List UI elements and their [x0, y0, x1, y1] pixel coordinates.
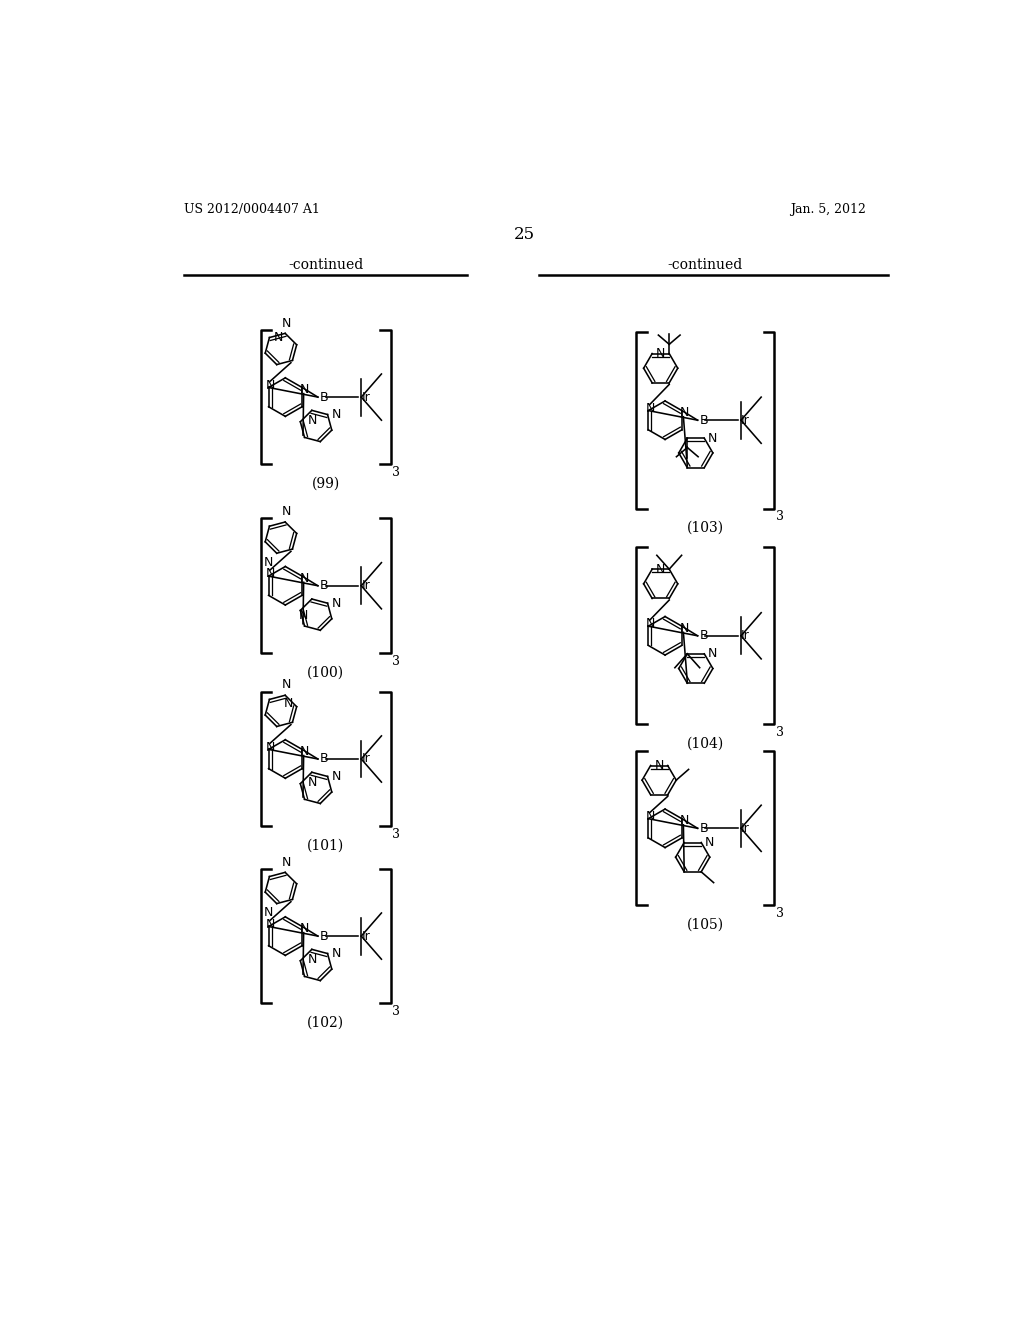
Text: (104): (104) — [687, 737, 724, 751]
Text: N: N — [308, 776, 317, 789]
Text: N: N — [656, 562, 666, 576]
Text: N: N — [646, 810, 655, 822]
Text: N: N — [654, 759, 664, 772]
Text: N: N — [285, 697, 294, 710]
Text: (100): (100) — [307, 665, 344, 680]
Text: Ir: Ir — [741, 630, 750, 643]
Text: N: N — [300, 923, 309, 936]
Text: Ir: Ir — [361, 579, 370, 593]
Text: N: N — [646, 401, 655, 414]
Text: N: N — [332, 408, 341, 421]
Text: N: N — [266, 568, 275, 581]
Text: N: N — [300, 383, 309, 396]
Text: N: N — [266, 917, 275, 931]
Text: N: N — [266, 741, 275, 754]
Text: Ir: Ir — [361, 752, 370, 766]
Text: N: N — [680, 622, 689, 635]
Text: B: B — [319, 752, 329, 766]
Text: N: N — [680, 407, 689, 420]
Text: N: N — [266, 379, 275, 392]
Text: N: N — [282, 506, 292, 519]
Text: N: N — [709, 432, 718, 445]
Text: N: N — [646, 618, 655, 631]
Text: N: N — [273, 331, 283, 345]
Text: 3: 3 — [392, 1005, 400, 1018]
Text: Jan. 5, 2012: Jan. 5, 2012 — [790, 203, 866, 216]
Text: US 2012/0004407 A1: US 2012/0004407 A1 — [183, 203, 319, 216]
Text: N: N — [308, 414, 317, 428]
Text: N: N — [332, 770, 341, 783]
Text: N: N — [300, 746, 309, 758]
Text: 25: 25 — [514, 226, 536, 243]
Text: Ir: Ir — [361, 391, 370, 404]
Text: Ir: Ir — [741, 822, 750, 834]
Text: N: N — [709, 647, 718, 660]
Text: 3: 3 — [776, 907, 784, 920]
Text: N: N — [263, 556, 272, 569]
Text: B: B — [699, 630, 709, 643]
Text: -continued: -continued — [288, 259, 364, 272]
Text: B: B — [319, 929, 329, 942]
Text: N: N — [300, 572, 309, 585]
Text: 3: 3 — [776, 511, 784, 523]
Text: -continued: -continued — [668, 259, 743, 272]
Text: N: N — [263, 906, 272, 919]
Text: N: N — [308, 953, 317, 966]
Text: (101): (101) — [307, 838, 344, 853]
Text: N: N — [706, 836, 715, 849]
Text: (103): (103) — [687, 521, 724, 535]
Text: B: B — [319, 391, 329, 404]
Text: 3: 3 — [392, 655, 400, 668]
Text: B: B — [699, 822, 709, 834]
Text: (102): (102) — [307, 1016, 344, 1030]
Text: N: N — [282, 855, 292, 869]
Text: 3: 3 — [392, 828, 400, 841]
Text: 3: 3 — [392, 466, 400, 479]
Text: 3: 3 — [776, 726, 784, 739]
Text: N: N — [298, 610, 307, 622]
Text: N: N — [282, 678, 292, 692]
Text: (105): (105) — [687, 917, 724, 932]
Text: N: N — [656, 347, 666, 360]
Text: N: N — [282, 317, 292, 330]
Text: N: N — [332, 946, 341, 960]
Text: Ir: Ir — [361, 929, 370, 942]
Text: B: B — [699, 413, 709, 426]
Text: Ir: Ir — [741, 413, 750, 426]
Text: B: B — [319, 579, 329, 593]
Text: (99): (99) — [311, 477, 340, 491]
Text: N: N — [680, 814, 689, 828]
Text: N: N — [332, 597, 341, 610]
